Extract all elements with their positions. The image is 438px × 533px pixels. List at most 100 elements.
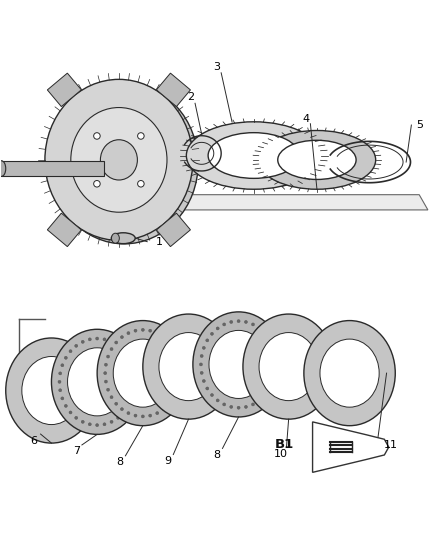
Ellipse shape	[61, 397, 64, 400]
Ellipse shape	[251, 323, 254, 326]
Ellipse shape	[0, 161, 6, 176]
Text: 8: 8	[116, 457, 124, 467]
Ellipse shape	[59, 389, 62, 392]
Ellipse shape	[71, 108, 167, 212]
Ellipse shape	[133, 389, 136, 392]
Ellipse shape	[106, 355, 110, 358]
Text: 11: 11	[384, 440, 398, 450]
Ellipse shape	[127, 356, 130, 359]
Ellipse shape	[95, 424, 99, 426]
Ellipse shape	[268, 339, 272, 342]
Ellipse shape	[88, 423, 91, 426]
Ellipse shape	[208, 133, 300, 179]
Polygon shape	[47, 213, 81, 247]
Text: 9: 9	[164, 456, 171, 466]
Ellipse shape	[104, 380, 107, 383]
Ellipse shape	[94, 181, 100, 187]
Ellipse shape	[120, 336, 124, 338]
Ellipse shape	[88, 338, 91, 341]
Ellipse shape	[200, 372, 203, 374]
Polygon shape	[47, 73, 81, 107]
Ellipse shape	[156, 332, 159, 335]
Ellipse shape	[148, 414, 152, 417]
Ellipse shape	[258, 131, 376, 189]
Ellipse shape	[120, 408, 124, 410]
Ellipse shape	[258, 327, 261, 330]
Ellipse shape	[156, 411, 159, 415]
Ellipse shape	[117, 344, 120, 348]
Ellipse shape	[133, 381, 136, 383]
Ellipse shape	[176, 355, 179, 358]
Ellipse shape	[173, 348, 176, 351]
Ellipse shape	[122, 350, 125, 353]
Ellipse shape	[244, 406, 247, 408]
Ellipse shape	[216, 399, 219, 402]
Ellipse shape	[133, 372, 136, 375]
Ellipse shape	[94, 133, 100, 139]
Ellipse shape	[272, 346, 275, 349]
Text: 4: 4	[303, 115, 310, 124]
Ellipse shape	[111, 233, 135, 244]
Ellipse shape	[237, 406, 240, 409]
Ellipse shape	[103, 423, 106, 426]
Ellipse shape	[278, 140, 356, 180]
Ellipse shape	[113, 339, 173, 407]
Ellipse shape	[127, 411, 130, 415]
Ellipse shape	[22, 357, 81, 425]
Ellipse shape	[186, 122, 321, 189]
Ellipse shape	[209, 330, 268, 399]
Polygon shape	[313, 422, 389, 472]
Ellipse shape	[127, 332, 130, 335]
Ellipse shape	[143, 314, 234, 419]
Ellipse shape	[244, 320, 247, 324]
Polygon shape	[71, 195, 428, 210]
Ellipse shape	[275, 363, 278, 366]
Ellipse shape	[274, 354, 277, 358]
Ellipse shape	[104, 363, 107, 366]
Text: 6: 6	[31, 435, 38, 446]
Ellipse shape	[251, 403, 254, 406]
Ellipse shape	[206, 339, 209, 342]
Ellipse shape	[168, 341, 171, 344]
Ellipse shape	[173, 395, 176, 399]
Ellipse shape	[103, 338, 106, 341]
Ellipse shape	[112, 233, 119, 243]
Ellipse shape	[141, 415, 145, 418]
Ellipse shape	[193, 312, 284, 417]
Ellipse shape	[115, 341, 118, 344]
Ellipse shape	[106, 388, 110, 391]
Ellipse shape	[104, 372, 107, 375]
Ellipse shape	[134, 329, 137, 332]
Ellipse shape	[237, 320, 240, 322]
Ellipse shape	[117, 416, 120, 419]
Ellipse shape	[264, 393, 267, 397]
Ellipse shape	[50, 83, 198, 244]
Ellipse shape	[110, 421, 113, 423]
Ellipse shape	[58, 381, 61, 383]
Ellipse shape	[97, 320, 188, 426]
Ellipse shape	[6, 338, 97, 443]
Ellipse shape	[168, 402, 171, 405]
Ellipse shape	[230, 320, 233, 324]
Ellipse shape	[110, 395, 113, 399]
Ellipse shape	[138, 133, 144, 139]
Ellipse shape	[178, 380, 181, 383]
Text: 2: 2	[187, 92, 194, 102]
Ellipse shape	[210, 332, 213, 335]
Text: 8: 8	[213, 450, 220, 460]
Ellipse shape	[69, 411, 72, 414]
Ellipse shape	[131, 364, 134, 367]
Ellipse shape	[202, 346, 205, 349]
Ellipse shape	[223, 403, 226, 406]
Text: B1: B1	[275, 439, 294, 451]
Ellipse shape	[64, 405, 67, 407]
Ellipse shape	[176, 388, 179, 391]
Ellipse shape	[230, 406, 233, 408]
Ellipse shape	[110, 348, 113, 351]
Text: 10: 10	[274, 449, 288, 458]
Ellipse shape	[127, 405, 130, 407]
Polygon shape	[156, 213, 191, 247]
Ellipse shape	[272, 379, 275, 383]
Ellipse shape	[100, 140, 138, 180]
Text: 1: 1	[156, 237, 163, 247]
